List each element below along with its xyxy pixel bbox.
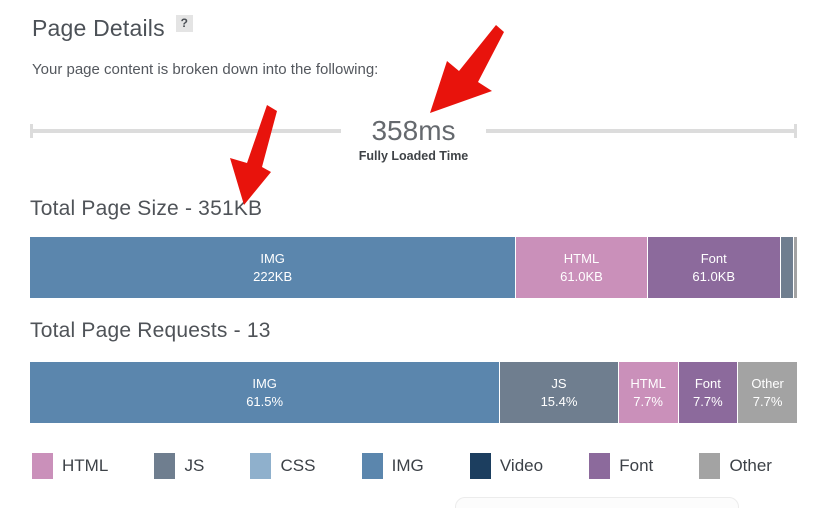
bracket-endcap-left xyxy=(30,124,33,138)
requests-segment-label: Other xyxy=(751,375,784,391)
requests-segment-img: IMG 61.5% xyxy=(30,362,500,423)
section-header: Page Details? xyxy=(32,15,193,42)
video-color-swatch xyxy=(469,453,491,479)
legend-label: Font xyxy=(619,456,654,475)
size-segment-value: 61.0KB xyxy=(692,268,736,284)
other-color-swatch xyxy=(699,453,721,479)
size-segment-sliver xyxy=(780,237,793,298)
next-section-edge xyxy=(455,497,739,508)
requests-segment-value: 7.7% xyxy=(633,393,663,409)
legend-label: Other xyxy=(729,456,772,475)
legend-label: Video xyxy=(499,456,544,475)
legend-item-font: Font xyxy=(589,453,653,479)
font-color-swatch xyxy=(589,453,611,479)
requests-segment-label: HTML xyxy=(630,375,666,391)
css-color-swatch xyxy=(250,453,272,479)
requests-segment-js: JS 15.4% xyxy=(500,362,618,423)
size-segment-label: HTML xyxy=(563,250,600,266)
size-segment-label: IMG xyxy=(260,250,285,266)
size-segment-sliver xyxy=(793,237,797,298)
fully-loaded-time-bracket: 358ms Fully Loaded Time xyxy=(30,115,798,163)
help-icon[interactable]: ? xyxy=(175,15,193,32)
size-segment-label: Font xyxy=(700,250,727,266)
legend-item-other: Other xyxy=(699,453,772,479)
legend-item-video: Video xyxy=(469,453,544,479)
size-segment-img: IMG 222KB xyxy=(30,237,516,298)
js-color-swatch xyxy=(154,453,176,479)
size-segment-font: Font 61.0KB xyxy=(647,237,780,298)
page-size-bar-chart: IMG 222KB HTML 61.0KB Font 61.0KB xyxy=(30,237,797,298)
requests-segment-value: 61.5% xyxy=(246,393,284,409)
requests-segment-other: Other 7.7% xyxy=(738,362,797,423)
fully-loaded-time-value: 358ms xyxy=(371,115,456,146)
size-segment-value: 222KB xyxy=(253,268,293,284)
legend-item-html: HTML xyxy=(32,453,108,479)
bracket-center: 358ms Fully Loaded Time xyxy=(341,115,487,163)
img-color-swatch xyxy=(361,453,383,479)
bracket-endcap-right xyxy=(794,124,798,138)
fully-loaded-time-caption: Fully Loaded Time xyxy=(358,149,469,163)
requests-segment-label: JS xyxy=(551,375,567,391)
total-page-requests-heading: Total Page Requests - 13 xyxy=(30,319,271,342)
size-segment-value: 61.0KB xyxy=(560,268,603,284)
page-requests-bar-chart: IMG 61.5% JS 15.4% HTML 7.7% Font 7.7% Other 7.7% xyxy=(30,362,797,423)
content-area: Page Details? Your page content is broke… xyxy=(30,0,798,508)
requests-segment-font: Font 7.7% xyxy=(678,362,738,423)
legend-item-css: CSS xyxy=(250,453,315,479)
legend-item-img: IMG xyxy=(361,453,424,479)
page-title: Page Details xyxy=(32,15,165,41)
content-type-legend: HTML JS CSS IMG Video Font Other xyxy=(32,453,772,479)
requests-segment-value: 15.4% xyxy=(540,393,578,409)
bracket-line-left xyxy=(30,124,341,138)
bracket-line-right xyxy=(486,124,798,138)
legend-label: IMG xyxy=(391,456,424,475)
legend-item-js: JS xyxy=(154,453,204,479)
legend-label: CSS xyxy=(280,456,316,475)
requests-segment-label: Font xyxy=(694,375,721,391)
legend-label: JS xyxy=(184,456,205,475)
requests-segment-value: 7.7% xyxy=(693,393,723,409)
html-color-swatch xyxy=(32,453,53,479)
requests-segment-label: IMG xyxy=(252,375,277,391)
size-segment-html: HTML 61.0KB xyxy=(516,237,647,298)
intro-text: Your page content is broken down into th… xyxy=(32,61,379,78)
requests-segment-html: HTML 7.7% xyxy=(618,362,678,423)
requests-segment-value: 7.7% xyxy=(752,393,783,409)
total-page-size-heading: Total Page Size - 351KB xyxy=(30,197,263,220)
legend-label: HTML xyxy=(62,456,109,475)
